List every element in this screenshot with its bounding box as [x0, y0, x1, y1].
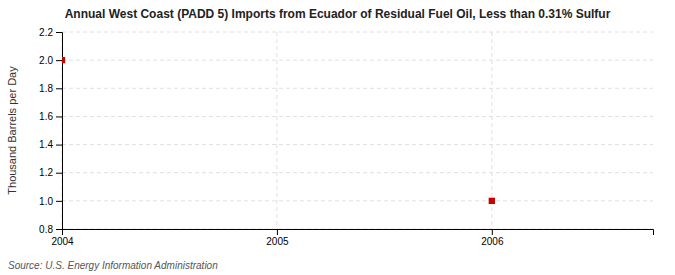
tick: 2.0 — [39, 55, 62, 66]
grid-line — [62, 144, 653, 145]
grid-line — [276, 32, 277, 229]
source: Source: U.S. Energy Information Administ… — [8, 260, 218, 271]
tick-mark — [56, 229, 62, 230]
tick: 1.2 — [39, 167, 62, 178]
tick: 1.8 — [39, 83, 62, 94]
tick: 1.6 — [39, 111, 62, 122]
tick-label: 2.0 — [39, 55, 53, 66]
tick-mark — [56, 201, 62, 202]
grid — [62, 32, 653, 229]
chart: 2004 2005 2006 0.8 1.0 1.2 1.4 1.6 1.8 2.0 2.2 Annu… — [0, 0, 675, 275]
tick-label: 1.6 — [39, 111, 53, 122]
grid-line — [62, 172, 653, 173]
point — [489, 198, 495, 204]
tick-label: 1.2 — [39, 167, 53, 178]
axis-line — [63, 230, 654, 236]
x-axis: 2004 2005 2006 — [51, 229, 653, 247]
tick-label: 2005 — [266, 236, 289, 247]
tick-mark — [56, 173, 62, 174]
points — [62, 57, 495, 204]
tick-mark — [56, 32, 62, 33]
y-axis-title: Thousand Barrels per Day — [6, 66, 18, 195]
tick-mark — [56, 116, 62, 117]
tick-label: 1.8 — [39, 83, 53, 94]
axis-line — [56, 33, 63, 230]
tick-label: 0.8 — [39, 224, 53, 235]
tick-label: 1.4 — [39, 139, 53, 150]
grid-line — [62, 116, 653, 117]
tick: 2004 — [51, 229, 74, 247]
tick: 2006 — [481, 229, 504, 247]
grid-line — [62, 200, 653, 201]
tick-label: 2.2 — [39, 27, 53, 38]
tick-mark — [56, 60, 62, 61]
point — [62, 57, 65, 63]
tick: 2.2 — [39, 27, 62, 38]
title: Annual West Coast (PADD 5) Imports from … — [65, 7, 611, 21]
grid-line — [62, 88, 653, 89]
tick-label: 2006 — [481, 236, 504, 247]
grid-line — [62, 32, 653, 33]
grid-line — [62, 60, 653, 61]
tick-mark — [56, 88, 62, 89]
plot: 2004 2005 2006 0.8 1.0 1.2 1.4 1.6 1.8 2.0 2.2 — [39, 27, 653, 247]
tick: 1.4 — [39, 139, 62, 150]
tick-mark — [277, 229, 278, 235]
tick: 0.8 — [39, 224, 62, 235]
tick-mark — [56, 145, 62, 146]
y-axis: 0.8 1.0 1.2 1.4 1.6 1.8 2.0 2.2 — [39, 27, 62, 235]
tick: 2005 — [266, 229, 289, 247]
tick: 1.0 — [39, 196, 62, 207]
tick-label: 2004 — [51, 236, 74, 247]
tick-mark — [492, 229, 493, 235]
tick-label: 1.0 — [39, 196, 53, 207]
